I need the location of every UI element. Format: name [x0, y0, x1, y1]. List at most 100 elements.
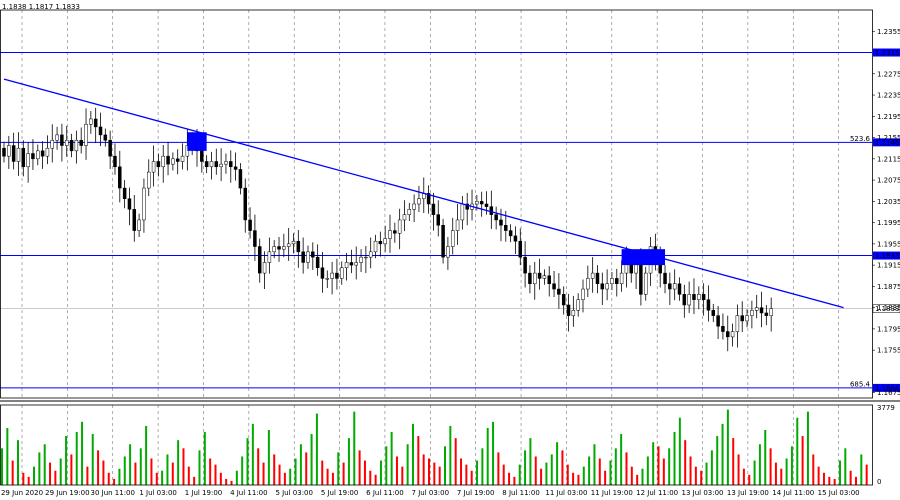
candle-body: [610, 278, 614, 284]
candle-body: [267, 251, 272, 263]
time-tick-label: 13 Jul 03:00: [682, 489, 724, 497]
candle-body: [557, 288, 561, 295]
level-label: 1.1684: [875, 384, 900, 392]
candle-body: [393, 230, 397, 234]
candle-body: [600, 283, 605, 290]
time-tick-label: 7 Jul 19:00: [457, 489, 495, 497]
candle-body: [248, 219, 252, 231]
candle-body: [672, 283, 677, 290]
volume-max-label: 3779: [877, 404, 895, 412]
candle-body: [668, 283, 672, 290]
candle-body: [701, 294, 706, 300]
grid: [21, 10, 839, 485]
touch-marker: [187, 132, 207, 151]
price-tick-label: 1.2195: [877, 113, 900, 121]
time-tick-label: 6 Jul 11:00: [366, 489, 404, 497]
descending-trendline: [3, 78, 844, 309]
candle-body: [84, 124, 88, 146]
candle-body: [571, 310, 576, 316]
candle-body: [64, 139, 69, 146]
candle-body: [214, 161, 219, 168]
candle-body: [364, 256, 368, 259]
candle-body: [325, 278, 330, 280]
time-tick-label: 4 Jul 11:00: [230, 489, 268, 497]
candle-body: [595, 272, 600, 284]
price-tick-label: 1.2035: [877, 198, 900, 206]
candle-body: [479, 201, 484, 205]
candle-body: [243, 187, 247, 221]
candle-body: [277, 246, 281, 250]
time-tick-label: 5 Jul 03:00: [275, 489, 313, 497]
candle-body: [60, 134, 64, 146]
candle-body: [142, 187, 146, 221]
candle-body: [301, 251, 305, 263]
candle-body: [615, 278, 619, 284]
candle-body: [156, 161, 161, 168]
level-label: 1.1933: [875, 252, 900, 260]
candle-body: [368, 251, 373, 258]
candle-body: [537, 272, 542, 279]
candle-body: [147, 171, 151, 189]
candle-body: [533, 272, 537, 284]
volume-plot-frame: [0, 404, 873, 486]
level-badge: [873, 251, 900, 260]
ohlc-readout: 1.1838 1.1817 1.1833: [2, 3, 80, 11]
candle-body: [716, 315, 720, 327]
candle-body: [581, 288, 585, 300]
candle-body: [687, 294, 691, 306]
candle-body: [16, 147, 21, 162]
time-tick-label: 1 Jul 03:00: [139, 489, 177, 497]
candle-body: [436, 214, 440, 226]
candle-body: [663, 272, 667, 284]
price-tick-label: 1.2155: [877, 134, 900, 142]
time-tick-label: 15 Jul 03:00: [818, 489, 860, 497]
candle-body: [122, 187, 127, 199]
candle-body: [566, 304, 571, 316]
candle-body: [40, 150, 45, 157]
candle-body: [639, 262, 643, 295]
candle-body: [238, 169, 243, 189]
candle-body: [36, 150, 40, 160]
time-tick-label: 30 Jun 11:00: [91, 489, 135, 497]
candle-body: [494, 214, 498, 221]
level-tag: 523.6: [850, 135, 871, 143]
price-tick-label: 1.1675: [877, 389, 900, 397]
candle-body: [484, 203, 489, 207]
candle-body: [754, 307, 759, 311]
candle-body: [98, 126, 103, 136]
time-tick-label: 14 Jul 11:00: [772, 489, 814, 497]
time-tick-label: 11 Jul 19:00: [591, 489, 633, 497]
candle-body: [21, 147, 26, 168]
level-label: 1.2315: [875, 49, 900, 57]
time-tick-label: 13 Jul 19:00: [727, 489, 769, 497]
candle-body: [296, 240, 301, 253]
price-tick-label: 1.2235: [877, 92, 900, 100]
candle-body: [55, 134, 59, 141]
candle-body: [383, 238, 387, 245]
candle-body: [209, 161, 214, 168]
candle-body: [349, 262, 354, 266]
price-tick-label: 1.2075: [877, 177, 900, 185]
candle-body: [475, 201, 479, 205]
candle-body: [229, 161, 233, 168]
volume-bars: [1, 409, 868, 485]
price-tick-label: 1.2275: [877, 70, 900, 78]
candle-body: [69, 139, 74, 152]
price-tick-label: 1.2355: [877, 28, 900, 36]
candle-body: [151, 161, 156, 173]
price-tick-label: 1.1995: [877, 219, 900, 227]
price-tick-label: 1.1915: [877, 262, 900, 270]
candle-body: [108, 139, 112, 157]
candle-body: [137, 219, 141, 231]
candle-body: [605, 283, 609, 290]
candle-body: [677, 283, 682, 295]
candle-body: [759, 307, 764, 314]
candle-body: [523, 256, 527, 274]
candle-body: [253, 230, 257, 247]
candle-body: [306, 251, 310, 263]
candle-body: [31, 153, 35, 160]
candle-body: [262, 262, 267, 274]
candle-body: [576, 299, 580, 311]
candle-body: [311, 251, 315, 258]
